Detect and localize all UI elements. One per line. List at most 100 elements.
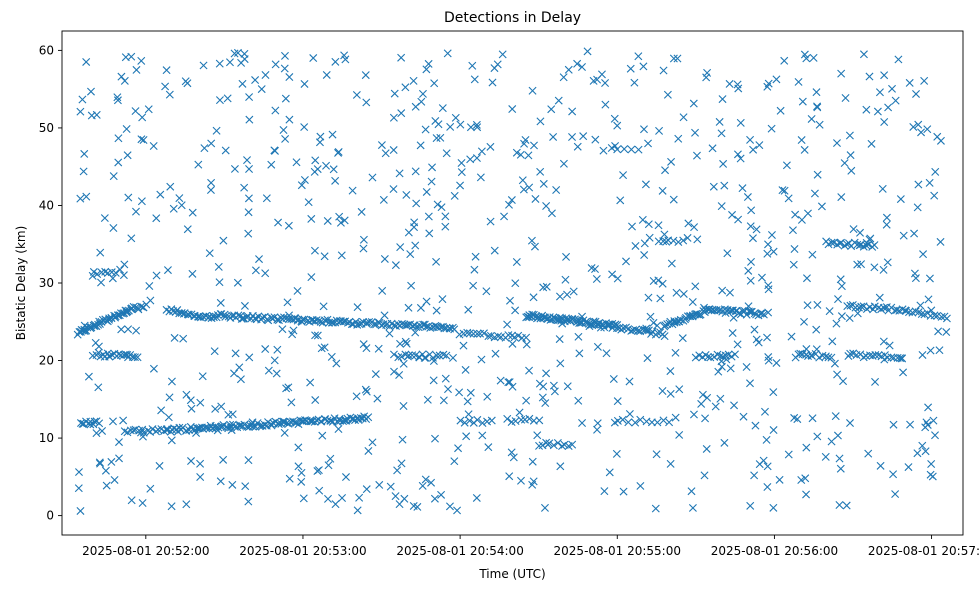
data-point xyxy=(321,415,330,424)
data-point xyxy=(837,69,846,78)
data-point xyxy=(459,341,468,350)
data-point xyxy=(332,359,341,368)
data-point xyxy=(516,150,525,159)
data-point xyxy=(412,199,421,208)
data-point xyxy=(619,324,628,333)
data-point xyxy=(483,417,492,426)
data-point xyxy=(264,366,273,375)
data-point xyxy=(763,483,772,491)
data-point xyxy=(543,440,552,449)
data-point xyxy=(300,175,309,184)
data-point xyxy=(476,173,485,182)
data-point xyxy=(119,350,128,359)
data-point xyxy=(484,443,493,452)
data-point xyxy=(340,51,349,60)
data-point xyxy=(857,302,866,311)
data-point xyxy=(357,207,366,216)
data-point xyxy=(164,413,173,422)
data-point xyxy=(404,351,413,360)
data-point xyxy=(430,494,439,503)
data-point xyxy=(759,310,768,319)
data-point xyxy=(450,191,459,200)
data-point xyxy=(528,480,537,489)
data-point xyxy=(267,313,276,322)
data-point xyxy=(353,303,362,312)
data-point xyxy=(113,93,122,102)
data-point xyxy=(322,70,331,79)
data-point xyxy=(689,99,698,108)
data-point xyxy=(659,416,668,425)
data-point xyxy=(658,186,667,195)
data-point xyxy=(460,418,469,427)
data-point xyxy=(622,257,630,266)
data-point xyxy=(913,449,922,458)
data-point xyxy=(506,296,514,305)
data-point xyxy=(927,306,936,315)
data-point xyxy=(228,480,237,489)
data-point xyxy=(76,194,85,203)
data-point xyxy=(790,245,799,253)
data-point xyxy=(547,209,556,218)
chart-title: Detections in Delay xyxy=(444,10,581,26)
data-point xyxy=(375,480,384,489)
data-point xyxy=(132,326,141,335)
data-point xyxy=(155,461,164,470)
data-point xyxy=(478,431,487,440)
data-point xyxy=(862,105,871,114)
data-point xyxy=(631,325,640,334)
data-point xyxy=(769,426,778,435)
x-tick-label: 2025-08-01 20:54:00 xyxy=(396,544,523,558)
data-point xyxy=(468,61,477,70)
data-point xyxy=(314,466,323,475)
data-point xyxy=(274,218,283,227)
data-point xyxy=(716,394,725,403)
data-point xyxy=(107,457,116,466)
data-point xyxy=(217,310,226,319)
data-point xyxy=(271,106,280,115)
data-point xyxy=(399,359,408,368)
data-point xyxy=(891,490,900,499)
data-point xyxy=(879,337,888,346)
data-point xyxy=(338,494,347,503)
data-point xyxy=(432,306,441,315)
data-point xyxy=(397,53,406,62)
data-point xyxy=(906,420,915,429)
data-point xyxy=(750,325,759,334)
data-point xyxy=(630,78,639,87)
data-point xyxy=(80,149,89,158)
data-point xyxy=(880,71,889,80)
data-point xyxy=(245,165,254,173)
data-point xyxy=(422,297,431,306)
data-point xyxy=(883,258,892,267)
data-point xyxy=(796,349,805,358)
data-point xyxy=(662,237,671,246)
data-point xyxy=(206,186,215,195)
data-point xyxy=(802,274,811,283)
data-point xyxy=(240,183,249,192)
data-point xyxy=(922,418,931,427)
data-point xyxy=(527,236,536,245)
data-point xyxy=(626,64,635,73)
data-point xyxy=(408,351,417,360)
data-point xyxy=(122,125,131,134)
data-point xyxy=(348,186,357,195)
data-point xyxy=(255,255,264,264)
data-point xyxy=(840,159,849,168)
data-point xyxy=(237,314,246,323)
data-point xyxy=(889,470,898,479)
data-point xyxy=(870,263,879,272)
data-point xyxy=(757,273,766,282)
data-point xyxy=(760,407,769,416)
data-point xyxy=(646,312,655,321)
data-point xyxy=(930,311,939,320)
data-point xyxy=(742,310,751,319)
data-point xyxy=(536,167,545,176)
data-point xyxy=(638,215,647,224)
data-point xyxy=(228,410,237,419)
data-point xyxy=(86,87,95,96)
data-point xyxy=(733,150,742,159)
data-point xyxy=(645,233,654,242)
data-point xyxy=(457,168,466,177)
data-point xyxy=(800,317,809,326)
data-point xyxy=(563,290,572,299)
